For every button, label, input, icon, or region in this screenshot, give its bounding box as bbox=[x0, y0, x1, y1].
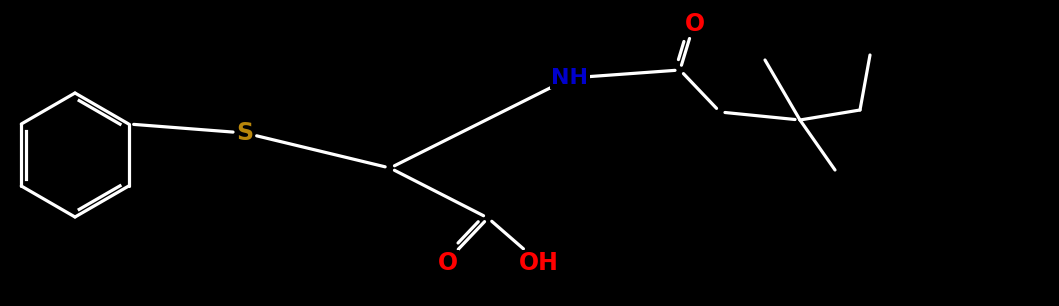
Text: OH: OH bbox=[519, 251, 559, 275]
Text: O: O bbox=[685, 12, 705, 36]
Text: O: O bbox=[438, 251, 459, 275]
Text: S: S bbox=[236, 121, 253, 145]
Text: NH: NH bbox=[552, 68, 589, 88]
